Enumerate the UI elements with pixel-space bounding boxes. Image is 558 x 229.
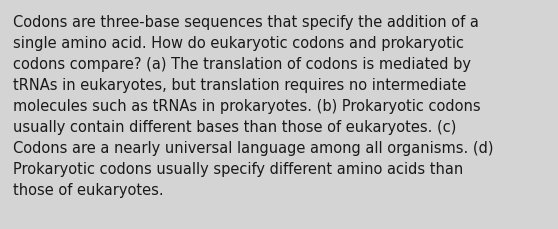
Text: Codons are three-base sequences that specify the addition of a: Codons are three-base sequences that spe… (13, 15, 479, 30)
Text: single amino acid. How do eukaryotic codons and prokaryotic: single amino acid. How do eukaryotic cod… (13, 36, 464, 51)
Text: Prokaryotic codons usually specify different amino acids than: Prokaryotic codons usually specify diffe… (13, 161, 463, 176)
Text: those of eukaryotes.: those of eukaryotes. (13, 182, 163, 197)
Text: codons compare? (a) The translation of codons is mediated by: codons compare? (a) The translation of c… (13, 57, 471, 72)
Text: usually contain different bases than those of eukaryotes. (c): usually contain different bases than tho… (13, 120, 456, 134)
Text: molecules such as tRNAs in prokaryotes. (b) Prokaryotic codons: molecules such as tRNAs in prokaryotes. … (13, 98, 480, 114)
Text: Codons are a nearly universal language among all organisms. (d): Codons are a nearly universal language a… (13, 140, 493, 155)
Text: tRNAs in eukaryotes, but translation requires no intermediate: tRNAs in eukaryotes, but translation req… (13, 78, 466, 93)
